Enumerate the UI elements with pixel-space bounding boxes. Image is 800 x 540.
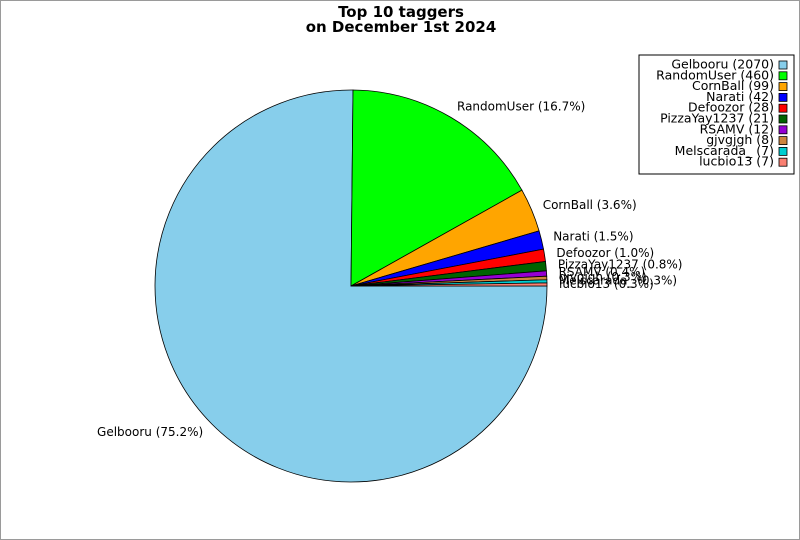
slice-label-defoozor: Defoozor (1.0%): [556, 246, 654, 260]
pie-slices: [154, 89, 548, 483]
legend-swatch-cornball: [778, 82, 788, 91]
slice-labels: Gelbooru (75.2%) RandomUser (16.7%) CornBa…: [97, 100, 682, 439]
legend-swatch-gjvgjgh: [778, 136, 788, 146]
legend-swatch-narati: [778, 93, 788, 102]
chart-title: Top 10 taggers: [338, 3, 464, 21]
legend-label-pizzayay1237: PizzaYay1237 (21): [660, 111, 774, 126]
slice-label-randomuser: RandomUser (16.7%): [457, 100, 585, 114]
legend-label-lucbio13: lucbio13 (7): [699, 154, 774, 169]
slice-label-gelbooru: Gelbooru (75.2%): [97, 425, 203, 439]
legend-label-randomuser: RandomUser (460): [656, 67, 774, 82]
legend-swatch-rsamv: [778, 125, 788, 135]
legend-box: [638, 54, 795, 175]
legend-label-narati: Narati (42): [706, 89, 774, 104]
chart-subtitle: on December 1st 2024: [306, 18, 497, 36]
pie-slice-randomuser: [350, 89, 523, 287]
legend-label-cornball: CornBall (99): [692, 78, 774, 93]
slice-label-gjvgjgh: gjvgjgh (0.3%): [559, 270, 647, 284]
slice-label-cornball: CornBall (3.6%): [543, 198, 637, 212]
legend-swatch-lucbio13: [778, 157, 788, 167]
legend-label-gjvgjgh: gjvgjgh (8): [706, 132, 774, 147]
legend-label-gelbooru: Gelbooru (2070): [671, 57, 774, 72]
legend-swatch-gelbooru: [778, 60, 788, 70]
slice-label-rsamv: RSAMV (0.4%): [559, 265, 646, 279]
legend-label-melscarada: Melscarada_ (7): [675, 143, 774, 158]
pie-slice-lucbio13: [350, 282, 548, 287]
legend-swatch-melscarada: [778, 146, 788, 156]
legend-label-rsamv: RSAMV (12): [700, 121, 774, 136]
legend-swatch-randomuser: [778, 71, 788, 81]
legend-label-defoozor: Defoozor (28): [688, 100, 774, 115]
slice-label-pizzayay1237: PizzaYay1237 (0.8%): [558, 257, 683, 271]
legend-swatch-pizzayay1237: [778, 114, 788, 124]
legend-swatch-defoozor: [778, 103, 788, 113]
legend: Gelbooru (2070)RandomUser (460)CornBall …: [638, 54, 795, 175]
slice-label-narati: Narati (1.5%): [553, 230, 633, 244]
slice-label-melscarada: Melscarada_ (0.3%): [559, 274, 677, 288]
pie-slice-gelbooru: [154, 89, 548, 483]
slice-label-lucbio13: lucbio13 (0.3%): [559, 277, 654, 291]
